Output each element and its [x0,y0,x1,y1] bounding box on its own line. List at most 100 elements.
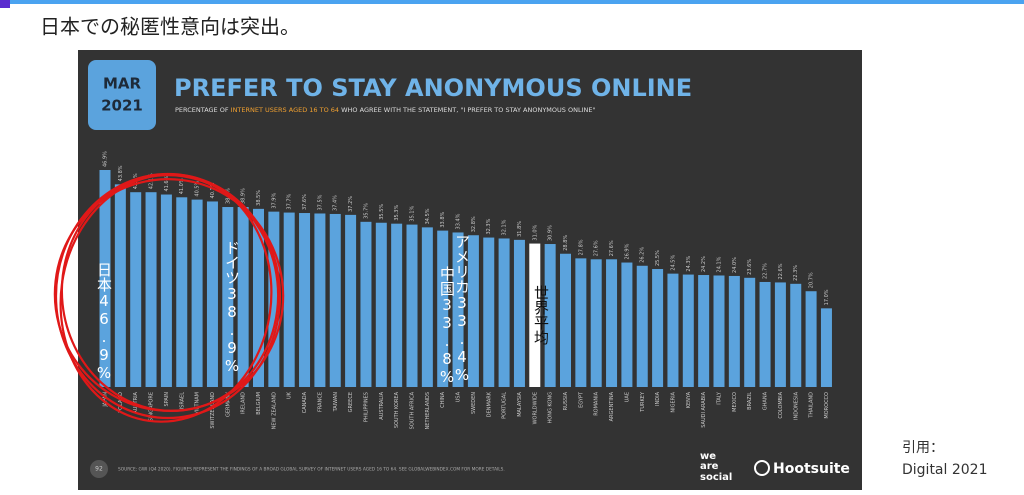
subtitle-part: WHO AGREE WITH THE STATEMENT, "I PREFER … [339,106,595,114]
value-label: 20.7% [809,272,815,288]
bar [790,283,802,387]
bar [621,262,633,387]
category-label: KENYA [686,391,692,408]
category-label: UAE [624,392,630,402]
bar [268,211,280,387]
value-label: 24.2% [701,256,707,272]
bar [744,277,756,387]
badge-year: 2021 [101,97,143,115]
annotation: ドイツ38.9% [223,240,241,375]
logo-text: social [700,472,732,483]
bar [253,208,264,387]
chart-subtitle: PERCENTAGE OF INTERNET USERS AGED 16 TO … [175,106,595,114]
value-label: 37.9% [271,193,277,209]
bar [145,192,157,387]
category-label: TURKEY [640,391,646,413]
bar [606,259,618,387]
bar [206,201,218,387]
value-label: 24.1% [717,256,723,272]
value-label: 27.8% [578,239,584,255]
value-label: 35.5% [379,204,385,220]
bar [314,213,326,387]
value-label: 30.9% [548,225,554,241]
category-label: GREECE [348,392,354,412]
value-label: 24.0% [732,257,738,273]
annotations: 日本46.9% ドイツ38.9% 中国33.8%アメリカ33.4% 世界平均 [95,234,550,386]
value-label: 28.8% [563,235,569,251]
category-label: THAILAND [809,392,815,419]
bar [452,232,464,387]
subtitle-part: PERCENTAGE OF [175,106,231,114]
category-label: USA [456,391,462,402]
category-label: UK [287,391,293,399]
bar [345,214,357,387]
bar [391,223,403,387]
category-label: DENMARK [486,391,492,417]
category-label: MALAYSIA [517,391,523,416]
value-label: 37.2% [348,196,354,212]
category-label: IRELAND [241,392,247,414]
value-label: 33.4% [456,213,462,229]
category-label: AUSTRALIA [379,391,385,419]
category-label: TAIWAN [333,392,339,413]
bar [667,273,679,387]
category-label: NIGERIA [670,391,676,412]
category-label: ISRAEL [179,392,185,409]
bar [529,243,541,387]
bar [805,291,817,387]
category-label: COLOMBIA [778,391,784,418]
value-label: 38.5% [256,190,262,206]
bar [222,207,234,387]
value-label: 46.9% [103,151,109,167]
value-label: 24.5% [670,255,676,271]
category-label: RUSSIA [563,391,569,410]
category-label: HONG KONG [548,392,554,424]
bar [820,308,832,387]
category-label: PORTUGAL [502,392,508,419]
value-label: 27.6% [594,240,600,256]
bars: 46.9%JAPAN43.8%POLAND42.1%AUSTRIA42.1%SI… [99,151,832,429]
bar [774,282,786,387]
date-badge [88,60,156,130]
value-label: 32.8% [471,216,477,232]
bar [160,194,172,387]
bar [544,244,556,387]
bar [114,184,126,387]
bar [682,274,694,387]
bar [99,170,111,387]
annotation: 日本46.9% [95,262,113,382]
logo-text: Hootsuite [773,461,850,477]
chart-title: PREFER TO STAY ANONYMOUS ONLINE [174,74,692,102]
bar [498,238,510,387]
annotation: 中国33.8% [438,266,456,386]
value-label: 31.0% [532,224,538,240]
category-label: MOROCCO [824,392,830,419]
category-label: CANADA [302,391,308,413]
category-label: GHANA [763,391,769,410]
value-label: 37.4% [333,195,339,211]
category-label: CHINA [440,391,446,407]
category-label: JAPAN [103,392,109,408]
category-label: MEXICO [732,392,738,412]
category-label: NEW ZEALAND [271,392,277,429]
bar [406,224,418,387]
category-label: NETHERLANDS [425,392,431,429]
scribble [59,173,273,423]
category-label: GERMANY [225,391,231,417]
bar [360,221,372,387]
category-label: SOUTH KOREA [394,391,400,428]
category-label: FRANCE [317,392,323,412]
slide-heading: 日本での秘匿性意向は突出。 [40,15,300,39]
scribble [53,178,285,412]
category-label: INDIA [655,391,661,406]
source-note: SOURCE: GWI (Q4 2020). FIGURES REPRESENT… [118,467,505,473]
annotation: 世界平均 [532,285,550,346]
value-label: 32.3% [486,218,492,234]
bar [513,239,525,387]
category-label: WORLDWIDE [532,392,538,424]
bar [560,253,571,387]
value-label: 22.6% [778,263,784,279]
value-label: 23.6% [747,259,753,275]
bar [728,275,740,387]
